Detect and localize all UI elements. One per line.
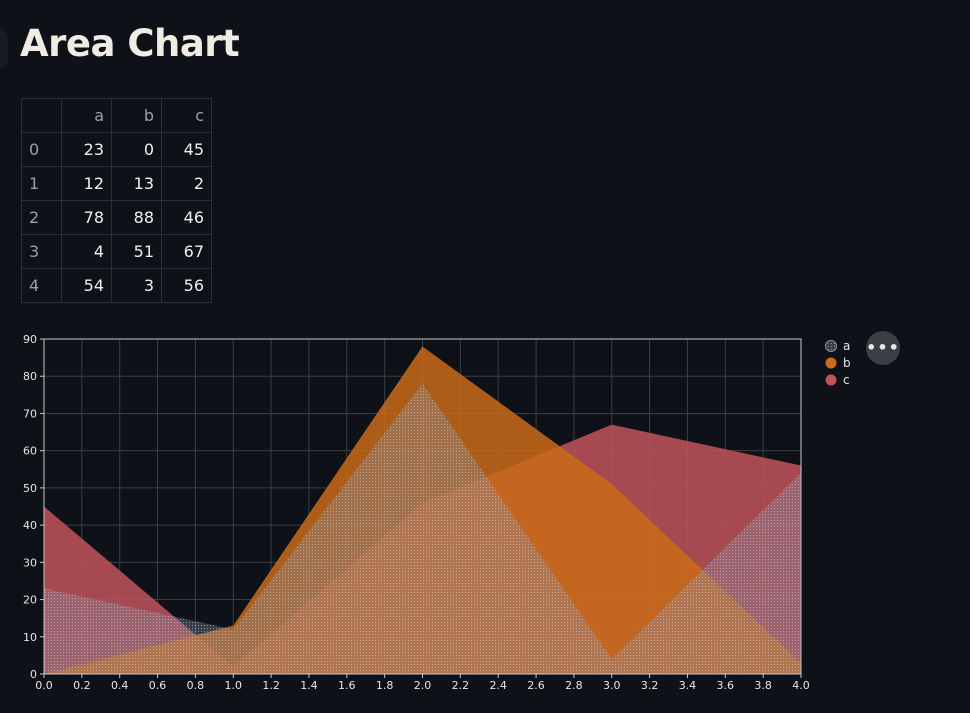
x-tick-label: 3.8 <box>754 679 772 692</box>
table-cell[interactable]: 2 <box>161 166 212 201</box>
page-title: Area Chart <box>20 22 240 65</box>
x-tick-label: 1.0 <box>225 679 243 692</box>
row-index: 4 <box>21 268 62 303</box>
table-cell[interactable]: 0 <box>111 132 162 167</box>
x-tick-label: 1.2 <box>262 679 280 692</box>
y-tick-label: 40 <box>23 519 37 532</box>
y-tick-label: 20 <box>23 594 37 607</box>
table-cell[interactable]: 51 <box>111 234 162 269</box>
row-index: 3 <box>21 234 62 269</box>
y-tick-label: 70 <box>23 407 37 420</box>
x-tick-label: 0.2 <box>73 679 91 692</box>
area-chart[interactable]: 0 10 20 30 40 50 60 70 80 90 0.0 0.2 0.4 0.6 0.8 1.0 1.2… <box>0 325 900 713</box>
table-row: 0 23 0 45 <box>21 132 212 167</box>
x-tick-label: 2.8 <box>565 679 583 692</box>
x-tick-label: 0.6 <box>149 679 167 692</box>
x-tick-label: 2.6 <box>527 679 545 692</box>
x-tick-label: 2.2 <box>452 679 470 692</box>
table-cell[interactable]: 54 <box>61 268 112 303</box>
legend-swatch-c[interactable] <box>825 374 837 386</box>
dataframe-table[interactable]: a b c 0 23 0 45 1 12 13 2 2 78 88 46 3 4… <box>21 98 212 303</box>
legend-swatch-a[interactable] <box>825 340 837 352</box>
legend-swatch-b[interactable] <box>825 357 837 369</box>
table-cell[interactable]: 3 <box>111 268 162 303</box>
table-row: 1 12 13 2 <box>21 166 212 201</box>
table-cell[interactable]: 88 <box>111 200 162 235</box>
y-tick-label: 80 <box>23 370 37 383</box>
table-cell[interactable]: 12 <box>61 166 112 201</box>
table-cell[interactable]: 56 <box>161 268 212 303</box>
x-tick-label: 3.2 <box>641 679 659 692</box>
table-cell[interactable]: 45 <box>161 132 212 167</box>
x-tick-label: 3.6 <box>717 679 735 692</box>
table-corner-cell <box>21 98 62 133</box>
row-index: 1 <box>21 166 62 201</box>
legend-label-a[interactable]: a <box>843 339 850 353</box>
table-row: 2 78 88 46 <box>21 200 212 235</box>
x-tick-label: 1.8 <box>376 679 394 692</box>
legend-label-c[interactable]: c <box>843 373 850 387</box>
column-header-b[interactable]: b <box>111 98 162 133</box>
x-tick-label: 1.4 <box>300 679 318 692</box>
x-tick-label: 3.4 <box>679 679 697 692</box>
column-header-c[interactable]: c <box>161 98 212 133</box>
x-tick-label: 0.8 <box>187 679 205 692</box>
chart-menu-button[interactable]: ••• <box>866 331 900 365</box>
table-cell[interactable]: 4 <box>61 234 112 269</box>
legend-label-b[interactable]: b <box>843 356 851 370</box>
y-tick-label: 10 <box>23 631 37 644</box>
x-tick-label: 1.6 <box>338 679 356 692</box>
more-options-icon: ••• <box>866 338 900 357</box>
x-tick-label: 2.4 <box>489 679 507 692</box>
table-header-row: a b c <box>21 98 212 133</box>
y-tick-label: 30 <box>23 556 37 569</box>
row-index: 0 <box>21 132 62 167</box>
x-tick-label: 4.0 <box>792 679 810 692</box>
x-tick-label: 2.0 <box>414 679 432 692</box>
x-tick-label: 0.0 <box>35 679 53 692</box>
table-cell[interactable]: 67 <box>161 234 212 269</box>
row-index: 2 <box>21 200 62 235</box>
area-series-a[interactable] <box>44 383 801 674</box>
table-row: 4 54 3 56 <box>21 268 212 303</box>
y-tick-label: 60 <box>23 445 37 458</box>
y-tick-label: 0 <box>30 668 37 681</box>
table-cell[interactable]: 13 <box>111 166 162 201</box>
table-cell[interactable]: 46 <box>161 200 212 235</box>
x-tick-label: 3.0 <box>603 679 621 692</box>
table-cell[interactable]: 78 <box>61 200 112 235</box>
sidebar-collapse-handle[interactable] <box>0 30 8 68</box>
y-tick-label: 90 <box>23 333 37 346</box>
column-header-a[interactable]: a <box>61 98 112 133</box>
y-tick-label: 50 <box>23 482 37 495</box>
x-tick-label: 0.4 <box>111 679 129 692</box>
table-cell[interactable]: 23 <box>61 132 112 167</box>
table-row: 3 4 51 67 <box>21 234 212 269</box>
